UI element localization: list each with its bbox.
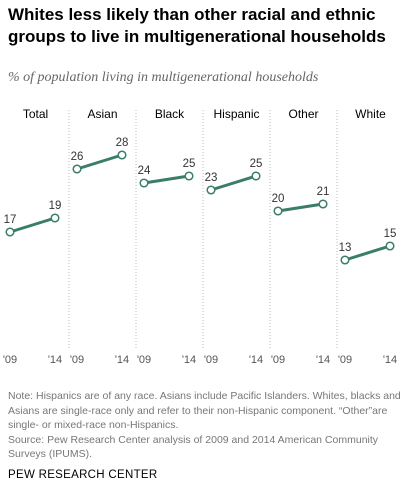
x-tick-label: '14	[48, 354, 62, 366]
x-tick-label: '14	[316, 354, 330, 366]
panel-label-other: Other	[288, 107, 318, 121]
data-label: 17	[4, 214, 17, 226]
data-point	[50, 213, 60, 223]
x-tick-label: '09	[338, 354, 352, 366]
panel-label-total: Total	[23, 107, 48, 121]
data-point	[318, 199, 328, 209]
data-label: 13	[339, 242, 352, 254]
panel-label-hispanic: Hispanic	[213, 107, 259, 121]
series-line-total	[8, 216, 57, 234]
data-point	[184, 171, 194, 181]
data-point	[385, 241, 395, 251]
data-label: 25	[250, 158, 263, 170]
x-tick-label: '09	[137, 354, 151, 366]
series-line-hispanic	[209, 174, 258, 192]
series-line-asian	[75, 153, 124, 171]
data-point	[251, 171, 261, 181]
data-point	[340, 255, 350, 265]
data-label: 25	[183, 158, 196, 170]
x-tick-label: '09	[271, 354, 285, 366]
data-point	[139, 178, 149, 188]
panel-label-asian: Asian	[87, 107, 117, 121]
series-line-other	[276, 202, 325, 213]
x-tick-label: '14	[383, 354, 397, 366]
data-label: 15	[384, 228, 397, 240]
x-tick-label: '09	[204, 354, 218, 366]
panel-label-white: White	[355, 107, 386, 121]
data-label: 28	[116, 137, 129, 149]
x-tick-label: '09	[70, 354, 84, 366]
chart-title: Whites less likely than other racial and…	[8, 5, 386, 46]
data-point	[72, 164, 82, 174]
panel-label-black: Black	[155, 107, 185, 121]
x-tick-label: '14	[182, 354, 196, 366]
x-tick-label: '09	[3, 354, 17, 366]
note-text: Note: Hispanics are of any race. Asians …	[8, 390, 401, 431]
data-point	[117, 150, 127, 160]
data-label: 21	[317, 186, 330, 198]
data-label: 20	[272, 193, 285, 205]
data-label: 23	[205, 172, 218, 184]
chart-notes: Note: Hispanics are of any race. Asians …	[8, 389, 413, 462]
data-label: 19	[49, 200, 62, 212]
series-line-white	[343, 244, 392, 262]
chart-svg: Total 17 19 '09 '14 Asian 26 28 '09 '14 Black 24 25 '…	[3, 107, 397, 366]
series-line-black	[142, 174, 191, 185]
data-point	[206, 185, 216, 195]
data-point	[5, 227, 15, 237]
data-point	[273, 206, 283, 216]
x-tick-label: '14	[115, 354, 129, 366]
data-label: 26	[71, 151, 84, 163]
x-tick-label: '14	[249, 354, 263, 366]
footer-credit: PEW RESEARCH CENTER	[8, 469, 158, 481]
source-text: Source: Pew Research Center analysis of …	[8, 433, 379, 461]
data-label: 24	[138, 165, 151, 177]
chart-subtitle: % of population living in multigeneratio…	[8, 70, 319, 85]
